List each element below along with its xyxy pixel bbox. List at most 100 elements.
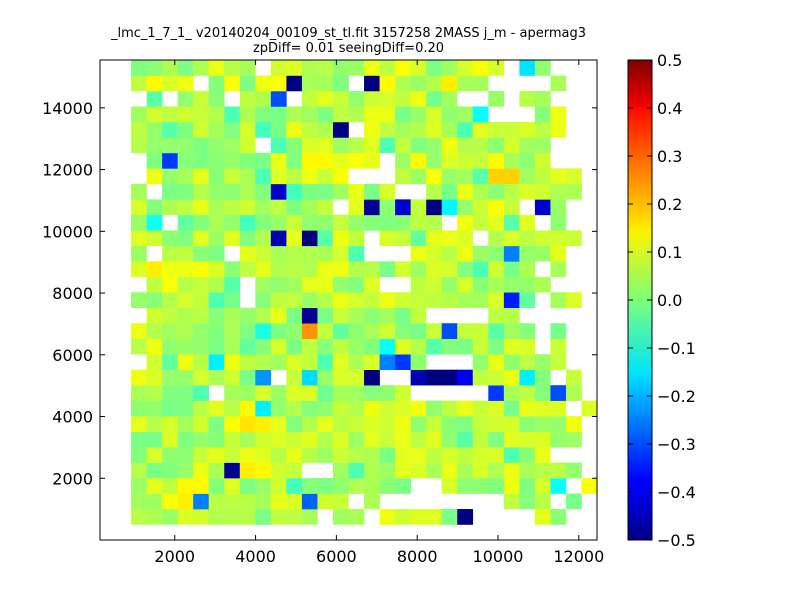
heatmap-cell [208, 462, 225, 479]
heatmap-cell [208, 354, 225, 370]
heatmap-cell [348, 400, 365, 417]
heatmap-cell [255, 416, 272, 432]
heatmap-cell [224, 493, 241, 510]
heatmap-cell [131, 385, 147, 401]
heatmap-cell [519, 292, 536, 309]
heatmap-cell [565, 369, 582, 386]
heatmap-cell [441, 416, 458, 432]
heatmap-cell [426, 60, 443, 76]
heatmap-cell [426, 462, 443, 479]
heatmap-cell [550, 261, 567, 278]
heatmap-cell [162, 137, 178, 154]
heatmap-cell [270, 121, 287, 138]
heatmap-cell [270, 416, 287, 432]
heatmap-cell [131, 121, 147, 138]
heatmap-cell [488, 447, 505, 463]
heatmap-cell [488, 416, 505, 432]
heatmap-cell [131, 416, 147, 432]
heatmap-cell [286, 121, 303, 138]
y-tick-label: 10000 [42, 222, 93, 241]
heatmap-cell [472, 369, 489, 386]
heatmap-cell [131, 106, 147, 123]
heatmap-cell [301, 478, 318, 494]
heatmap-cells [131, 60, 598, 525]
heatmap-cell [270, 323, 287, 340]
heatmap-cell [457, 323, 474, 340]
heatmap-cell [332, 106, 349, 123]
heatmap-cell [177, 183, 194, 200]
heatmap-cell [162, 416, 178, 432]
heatmap-cell [224, 121, 241, 138]
heatmap-cell [193, 369, 210, 386]
heatmap-cell [364, 431, 380, 448]
heatmap-cell [317, 354, 334, 370]
heatmap-cell [441, 230, 458, 247]
heatmap-cell [457, 121, 474, 138]
heatmap-cell [301, 230, 318, 247]
heatmap-cell [519, 261, 536, 278]
heatmap-cell [519, 400, 536, 417]
heatmap-cell [131, 230, 147, 247]
heatmap-cell [472, 323, 489, 340]
heatmap-cell [550, 183, 567, 200]
heatmap-cell [317, 230, 334, 247]
heatmap-cell [332, 75, 349, 92]
y-tick-label: 2000 [52, 469, 93, 488]
heatmap-cell [286, 493, 303, 510]
heatmap-cell [364, 106, 380, 123]
heatmap-cell [534, 462, 551, 479]
y-axis: 2000 4000 6000 8000 10000 12000 14000 [42, 99, 597, 488]
heatmap-cell [224, 323, 241, 340]
y-tick-label: 6000 [52, 346, 93, 365]
heatmap-cell [286, 400, 303, 417]
heatmap-cell [239, 354, 256, 370]
heatmap-cell [193, 137, 210, 154]
heatmap-cell [488, 354, 505, 370]
heatmap-cell [395, 416, 411, 432]
heatmap-cell [426, 199, 443, 216]
heatmap-cell [177, 369, 194, 386]
heatmap-cell [255, 168, 272, 185]
heatmap-cell [239, 307, 256, 324]
heatmap-cell [208, 152, 225, 169]
heatmap-cell [534, 493, 551, 510]
heatmap-cell [379, 183, 396, 200]
heatmap-cell [534, 90, 551, 107]
heatmap-cell [177, 509, 194, 525]
heatmap-cell [457, 447, 474, 463]
heatmap-cell [193, 493, 210, 510]
heatmap-cell [410, 509, 427, 525]
heatmap-cell [441, 75, 458, 92]
heatmap-cell [208, 478, 225, 494]
heatmap-cell [348, 354, 365, 370]
heatmap-cell [379, 230, 396, 247]
heatmap-cell [162, 323, 178, 340]
heatmap-cell [534, 106, 551, 123]
heatmap-cell [410, 60, 427, 76]
heatmap-cell [503, 183, 520, 200]
heatmap-cell [441, 106, 458, 123]
heatmap-cell [410, 199, 427, 216]
heatmap-cell [379, 338, 396, 355]
heatmap-cell [286, 478, 303, 494]
heatmap-cell [270, 447, 287, 463]
heatmap-cell [441, 292, 458, 309]
heatmap-cell [239, 168, 256, 185]
heatmap-cell [441, 199, 458, 216]
heatmap-cell [332, 369, 349, 386]
heatmap-cell [255, 292, 272, 309]
heatmap-cell [317, 307, 334, 324]
heatmap-cell [565, 292, 582, 309]
heatmap-cell [348, 416, 365, 432]
heatmap-cell [426, 276, 443, 293]
heatmap-cell [286, 152, 303, 169]
heatmap-cell [239, 478, 256, 494]
heatmap-cell [317, 168, 334, 185]
heatmap-cell [472, 261, 489, 278]
heatmap-cell [395, 509, 411, 525]
heatmap-cell [255, 462, 272, 479]
heatmap-cell [534, 431, 551, 448]
heatmap-cell [332, 354, 349, 370]
heatmap-cell [332, 493, 349, 510]
heatmap-cell [534, 121, 551, 138]
